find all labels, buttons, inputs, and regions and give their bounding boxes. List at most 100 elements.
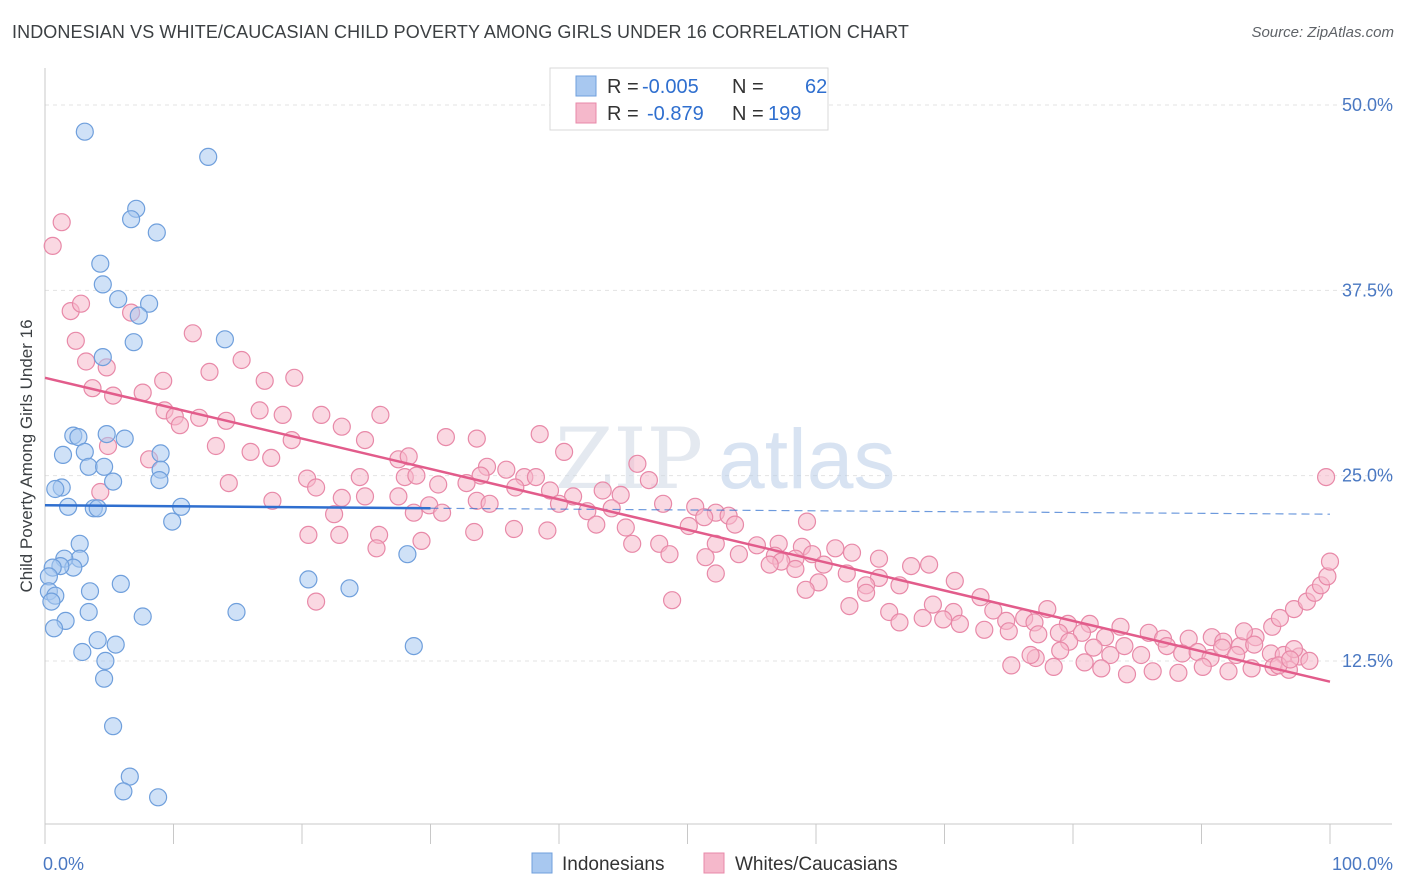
bottom-legend-whites: Whites/Caucasians: [735, 854, 898, 875]
point-white-caucasian: [934, 610, 953, 629]
legend-r-value-1: -0.005: [642, 76, 699, 98]
point-white-caucasian: [1044, 657, 1063, 677]
point-white-caucasian: [1318, 567, 1337, 586]
axes: [44, 68, 1392, 844]
point-indonesian: [93, 275, 112, 294]
point-white-caucasian: [412, 531, 431, 551]
point-white-caucasian: [1320, 552, 1340, 571]
point-white-caucasian: [729, 545, 749, 564]
point-indonesian: [75, 122, 94, 141]
scatter-points: [39, 122, 1340, 807]
y-tick-label: 37.5%: [1342, 280, 1393, 300]
point-white-caucasian: [241, 442, 260, 461]
series-legend: Indonesians Whites/Caucasians: [531, 852, 898, 875]
point-white-caucasian: [639, 471, 659, 490]
legend-r-value-2: -0.879: [647, 103, 704, 125]
point-white-caucasian: [1143, 662, 1162, 681]
legend-r-label-1: R =: [607, 76, 639, 98]
point-white-caucasian: [890, 613, 909, 632]
point-white-caucasian: [154, 371, 173, 390]
point-white-caucasian: [760, 555, 779, 574]
point-white-caucasian: [616, 518, 635, 537]
point-white-caucasian: [1281, 650, 1300, 669]
bottom-legend-swatch-whites: [703, 852, 725, 874]
point-white-caucasian: [869, 549, 889, 568]
point-white-caucasian: [1169, 663, 1188, 682]
point-white-caucasian: [662, 591, 682, 610]
point-indonesian: [111, 574, 130, 594]
point-white-caucasian: [1115, 636, 1134, 656]
point-indonesian: [163, 512, 182, 531]
point-white-caucasian: [206, 436, 225, 456]
point-white-caucasian: [1193, 657, 1212, 677]
point-indonesian: [42, 592, 61, 611]
point-white-caucasian: [350, 468, 369, 487]
point-indonesian: [91, 254, 110, 273]
x-tick-label: 0.0%: [43, 854, 84, 874]
point-white-caucasian: [999, 622, 1018, 641]
point-white-caucasian: [1075, 653, 1094, 672]
point-white-caucasian: [429, 475, 448, 494]
y-tick-label: 12.5%: [1342, 651, 1393, 671]
point-white-caucasian: [706, 564, 725, 583]
point-indonesian: [44, 619, 64, 638]
point-white-caucasian: [183, 324, 202, 343]
point-white-caucasian: [725, 515, 745, 534]
legend-r-label-2: R =: [607, 103, 639, 125]
point-white-caucasian: [611, 485, 630, 504]
point-indonesian: [75, 442, 94, 461]
point-white-caucasian: [433, 503, 452, 522]
point-white-caucasian: [840, 596, 859, 616]
point-white-caucasian: [497, 460, 516, 479]
point-indonesian: [149, 788, 168, 807]
point-white-caucasian: [330, 525, 349, 545]
point-white-caucasian: [371, 405, 390, 424]
point-indonesian: [122, 210, 141, 229]
point-white-caucasian: [1021, 645, 1040, 665]
point-white-caucasian: [200, 362, 219, 381]
point-white-caucasian: [285, 368, 304, 387]
point-indonesian: [115, 429, 134, 448]
point-indonesian: [94, 457, 114, 476]
point-indonesian: [133, 607, 152, 626]
point-white-caucasian: [367, 539, 386, 558]
point-indonesian: [215, 330, 234, 349]
point-white-caucasian: [1300, 651, 1319, 671]
point-white-caucasian: [786, 559, 805, 579]
point-indonesian: [73, 642, 92, 662]
bottom-legend-swatch-indonesians: [531, 852, 553, 874]
point-indonesian: [53, 445, 73, 464]
y-tick-label: 50.0%: [1342, 95, 1393, 115]
point-indonesian: [80, 582, 100, 601]
source-label: Source: ZipAtlas.com: [1251, 24, 1394, 41]
point-white-caucasian: [404, 503, 423, 522]
point-white-caucasian: [826, 539, 845, 558]
point-indonesian: [147, 223, 166, 242]
point-indonesian: [106, 635, 125, 654]
point-white-caucasian: [1219, 662, 1238, 681]
point-white-caucasian: [901, 556, 921, 576]
point-white-caucasian: [530, 425, 549, 444]
point-white-caucasian: [587, 515, 606, 534]
point-white-caucasian: [593, 481, 612, 500]
point-white-caucasian: [842, 543, 862, 562]
point-white-caucasian: [504, 519, 524, 539]
point-white-caucasian: [945, 571, 964, 591]
point-white-caucasian: [273, 405, 292, 424]
point-white-caucasian: [696, 548, 715, 567]
point-indonesian: [79, 602, 98, 622]
point-white-caucasian: [71, 294, 91, 313]
y-tick-labels: 12.5% 25.0% 37.5% 50.0%: [1342, 95, 1393, 671]
point-indonesian: [97, 425, 116, 444]
legend-n-label-2: N =: [732, 103, 764, 125]
point-white-caucasian: [299, 525, 318, 545]
point-white-caucasian: [1084, 638, 1103, 657]
correlation-legend: R = -0.005 N = 62 R = -0.879 N = 199: [549, 67, 829, 131]
point-indonesian: [103, 717, 123, 736]
point-white-caucasian: [1117, 665, 1137, 684]
point-white-caucasian: [465, 522, 484, 542]
point-white-caucasian: [307, 478, 326, 497]
point-white-caucasian: [1234, 622, 1254, 641]
point-white-caucasian: [66, 331, 85, 350]
point-white-caucasian: [923, 595, 943, 614]
